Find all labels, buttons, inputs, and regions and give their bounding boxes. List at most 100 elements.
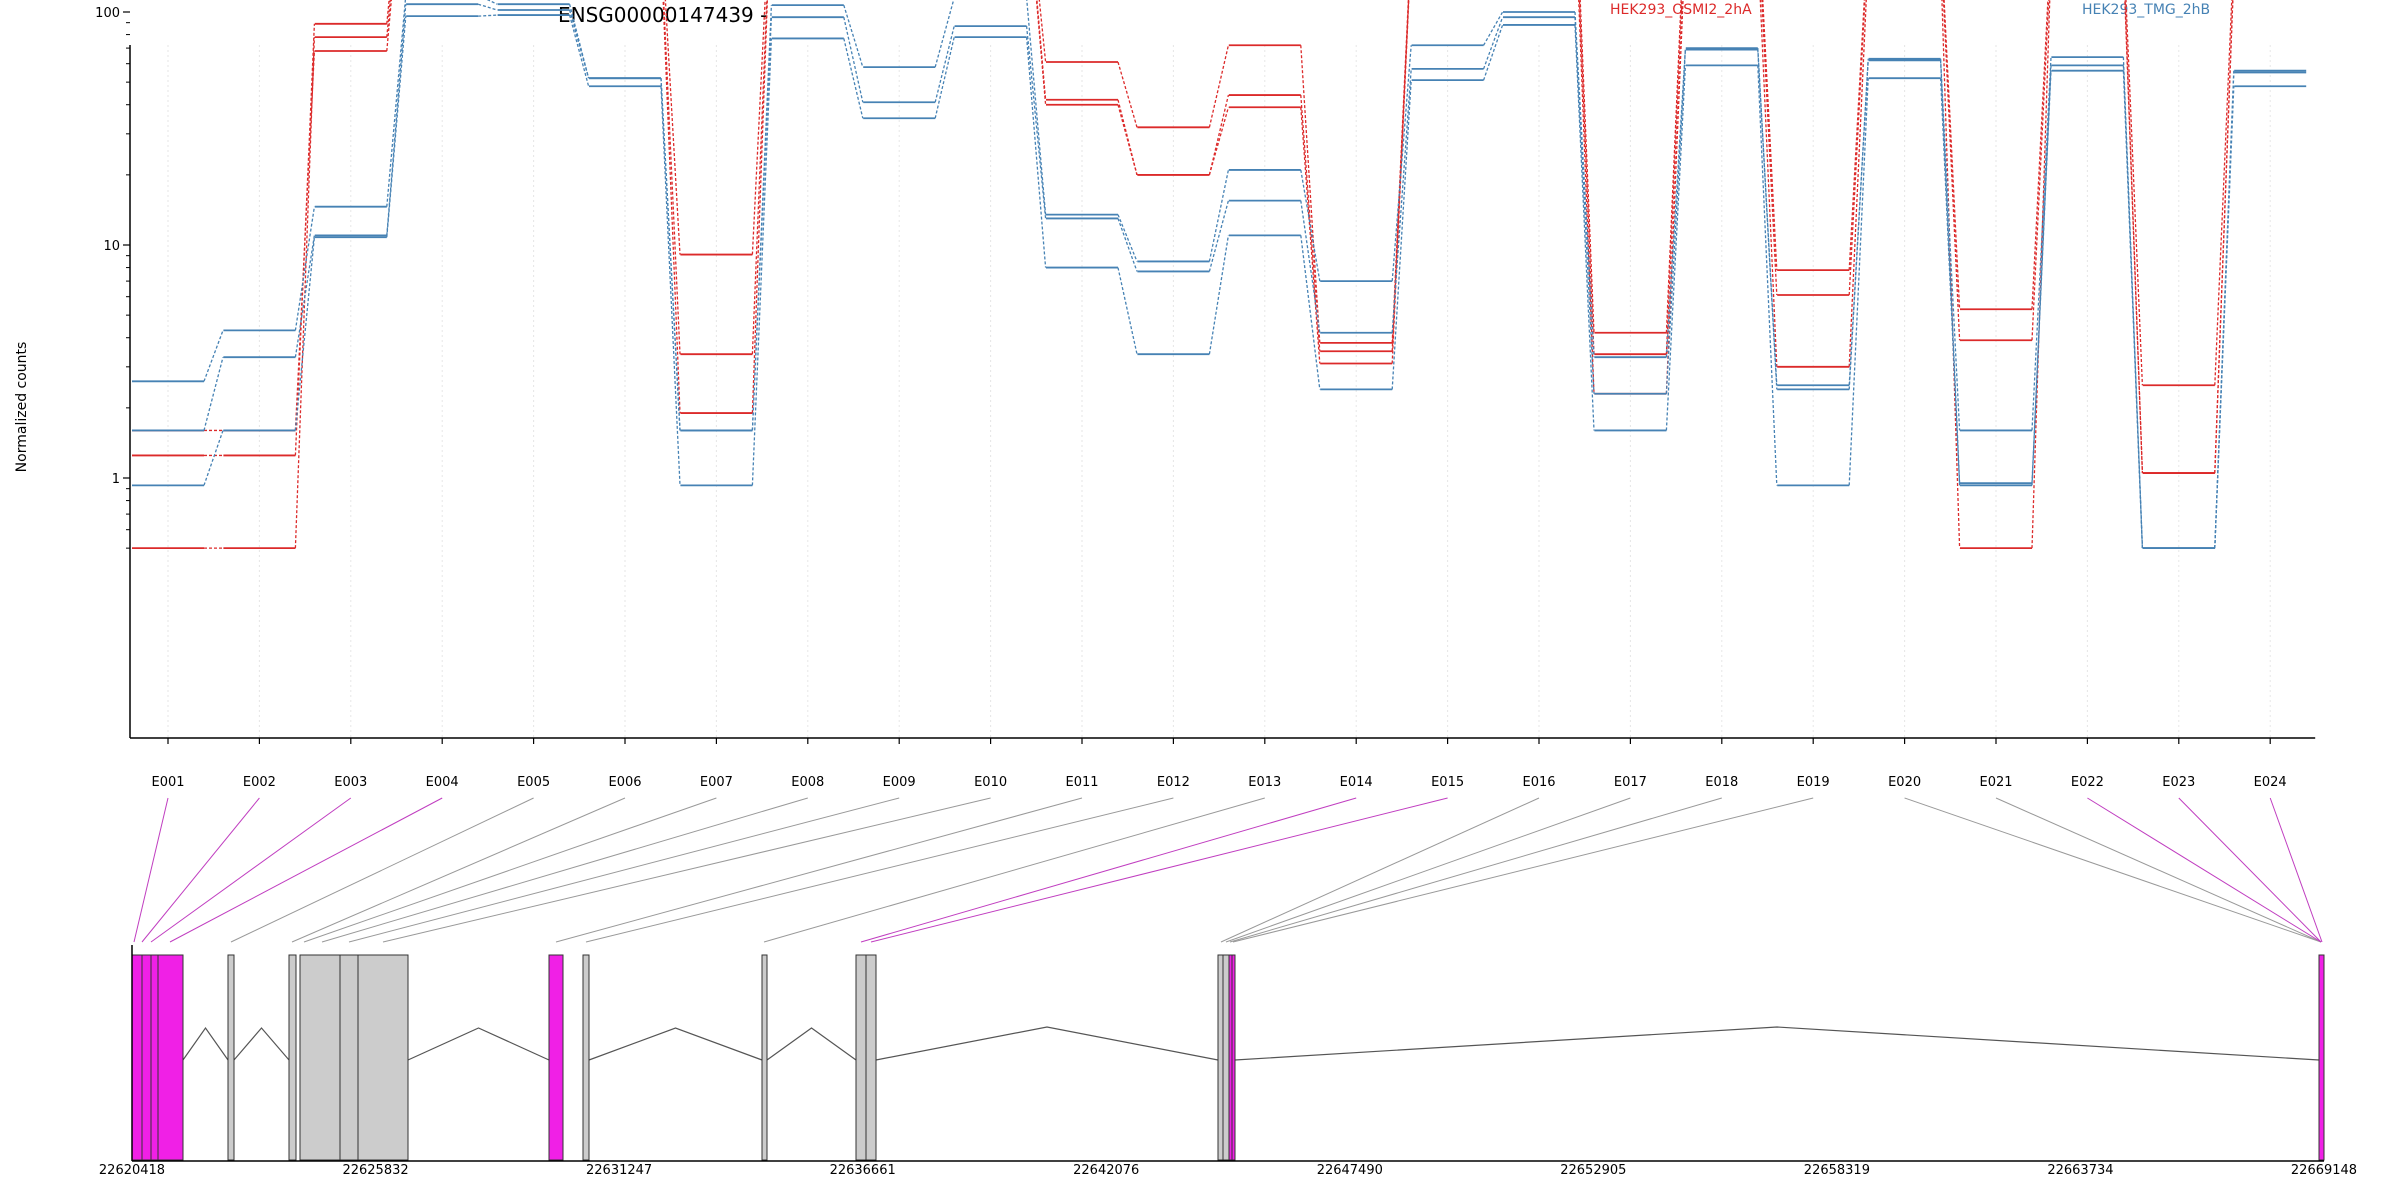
connector-E016 bbox=[1220, 797, 1540, 943]
connector-E008 bbox=[843, 38, 864, 119]
connector-E020 bbox=[1943, 0, 1961, 310]
intron-6 bbox=[875, 1026, 1219, 1061]
connector-E002 bbox=[141, 797, 260, 943]
connector-E014 bbox=[1391, 0, 1410, 364]
connector-E021 bbox=[2031, 70, 2052, 486]
connector-E016 bbox=[1574, 17, 1595, 394]
connector-E011 bbox=[1117, 104, 1138, 176]
genomic-tick-22642076: 22642076 bbox=[1073, 1163, 1139, 1178]
x-gridlines bbox=[167, 45, 2271, 738]
connector-E023 bbox=[2214, 86, 2235, 549]
connector-E007 bbox=[751, 0, 766, 255]
connector-E012 bbox=[1208, 169, 1230, 262]
connector-E003 bbox=[386, 0, 407, 207]
connector-E019 bbox=[1848, 0, 1865, 271]
axes bbox=[123, 11, 2316, 744]
connector-E019 bbox=[1848, 0, 1866, 296]
intron-lines bbox=[182, 1026, 2320, 1061]
exon-box-1 bbox=[227, 954, 235, 1161]
connector-E012 bbox=[1208, 45, 1230, 128]
connector-E003 bbox=[386, 16, 407, 238]
connector-E013 bbox=[1300, 45, 1321, 343]
connector-E020 bbox=[1939, 60, 1961, 484]
connector-E005 bbox=[568, 4, 590, 79]
connector-E014 bbox=[1391, 80, 1412, 390]
connector-E006 bbox=[664, 0, 681, 255]
x-tick-label-E018: E018 bbox=[1705, 775, 1738, 790]
connector-E002 bbox=[294, 206, 316, 331]
connector-E004 bbox=[169, 797, 443, 943]
x-tick-label-E020: E020 bbox=[1888, 775, 1921, 790]
connector-E017 bbox=[1225, 797, 1631, 943]
genomic-tick-22631247: 22631247 bbox=[586, 1163, 652, 1178]
connector-E006 bbox=[660, 78, 681, 431]
x-tick-label-E014: E014 bbox=[1340, 775, 1373, 790]
connector-E018 bbox=[1761, 0, 1778, 296]
series-3-HEK293_OSMI2_2hA bbox=[132, 0, 2234, 550]
connector-E018 bbox=[1757, 49, 1778, 386]
connector-E022 bbox=[2124, 0, 2144, 474]
connector-E022 bbox=[2087, 797, 2322, 943]
connector-E021 bbox=[2031, 57, 2052, 431]
connector-E017 bbox=[1665, 65, 1687, 431]
chart-title: ENSG00000147439 - bbox=[558, 3, 767, 27]
connector-E021 bbox=[2031, 0, 2049, 310]
connector-E018 bbox=[1759, 0, 1778, 367]
connector-E009 bbox=[934, 0, 955, 68]
legend-group-a: HEK293_OSMI2_2hA bbox=[1610, 2, 1752, 18]
connector-E020 bbox=[1904, 797, 2322, 943]
x-tick-label-E002: E002 bbox=[243, 775, 276, 790]
genomic-position-labels: 22620418 22625832 22631247 22636661 22642076… bbox=[99, 1163, 2357, 1178]
connector-E011 bbox=[1117, 214, 1138, 262]
y-tick-10: 10 bbox=[103, 239, 120, 254]
connector-E003 bbox=[150, 797, 352, 943]
connector-E021 bbox=[1995, 797, 2322, 943]
y-axis-label: Normalized counts bbox=[14, 342, 30, 473]
connector-E010 bbox=[1025, 37, 1047, 268]
connector-E008 bbox=[321, 797, 808, 943]
genomic-tick-22625832: 22625832 bbox=[342, 1163, 408, 1178]
connector-E012 bbox=[585, 797, 1174, 943]
connector-E009 bbox=[348, 797, 900, 943]
connector-E017 bbox=[1665, 0, 1683, 355]
connector-E007 bbox=[751, 0, 769, 414]
x-tick-label-E011: E011 bbox=[1065, 775, 1098, 790]
connector-E019 bbox=[1848, 78, 1869, 486]
x-tick-label-E016: E016 bbox=[1522, 775, 1555, 790]
connector-E006 bbox=[291, 797, 626, 943]
connector-E007 bbox=[751, 17, 773, 431]
connector-E010 bbox=[382, 797, 991, 943]
connector-E011 bbox=[1117, 61, 1138, 128]
intron-5 bbox=[766, 1027, 857, 1061]
connector-E001 bbox=[203, 430, 224, 486]
exon-connectors bbox=[133, 797, 2323, 943]
connector-E017 bbox=[1665, 49, 1687, 394]
intron-4 bbox=[588, 1027, 763, 1061]
connector-E011 bbox=[555, 797, 1083, 943]
connector-E011 bbox=[1117, 99, 1138, 176]
x-tick-label-E017: E017 bbox=[1614, 775, 1647, 790]
connector-E002 bbox=[294, 237, 316, 431]
intron-1 bbox=[182, 1026, 229, 1061]
x-tick-label-E021: E021 bbox=[1979, 775, 2012, 790]
connector-E024 bbox=[2269, 797, 2323, 943]
x-tick-label-E004: E004 bbox=[426, 775, 459, 790]
series-6-HEK293_TMG_2hB bbox=[132, 14, 2307, 550]
connector-E015 bbox=[1482, 16, 1504, 70]
connector-E005 bbox=[230, 797, 534, 943]
connector-E012 bbox=[1208, 94, 1230, 176]
exon-boxes bbox=[131, 954, 2325, 1161]
series-lines bbox=[132, 0, 2307, 550]
series-1-HEK293_OSMI2_2hA bbox=[132, 0, 2233, 457]
connector-E015 bbox=[1483, 11, 1504, 46]
x-tick-label-E024: E024 bbox=[2254, 775, 2287, 790]
connector-E004 bbox=[478, 3, 498, 11]
connector-E016 bbox=[1579, 0, 1595, 333]
connector-E019 bbox=[1848, 60, 1869, 386]
genomic-tick-22636661: 22636661 bbox=[830, 1163, 896, 1178]
connector-E020 bbox=[1941, 0, 1961, 549]
connector-E009 bbox=[934, 25, 955, 103]
exon-box-2 bbox=[288, 954, 297, 1161]
intron-7 bbox=[1234, 1026, 2320, 1061]
